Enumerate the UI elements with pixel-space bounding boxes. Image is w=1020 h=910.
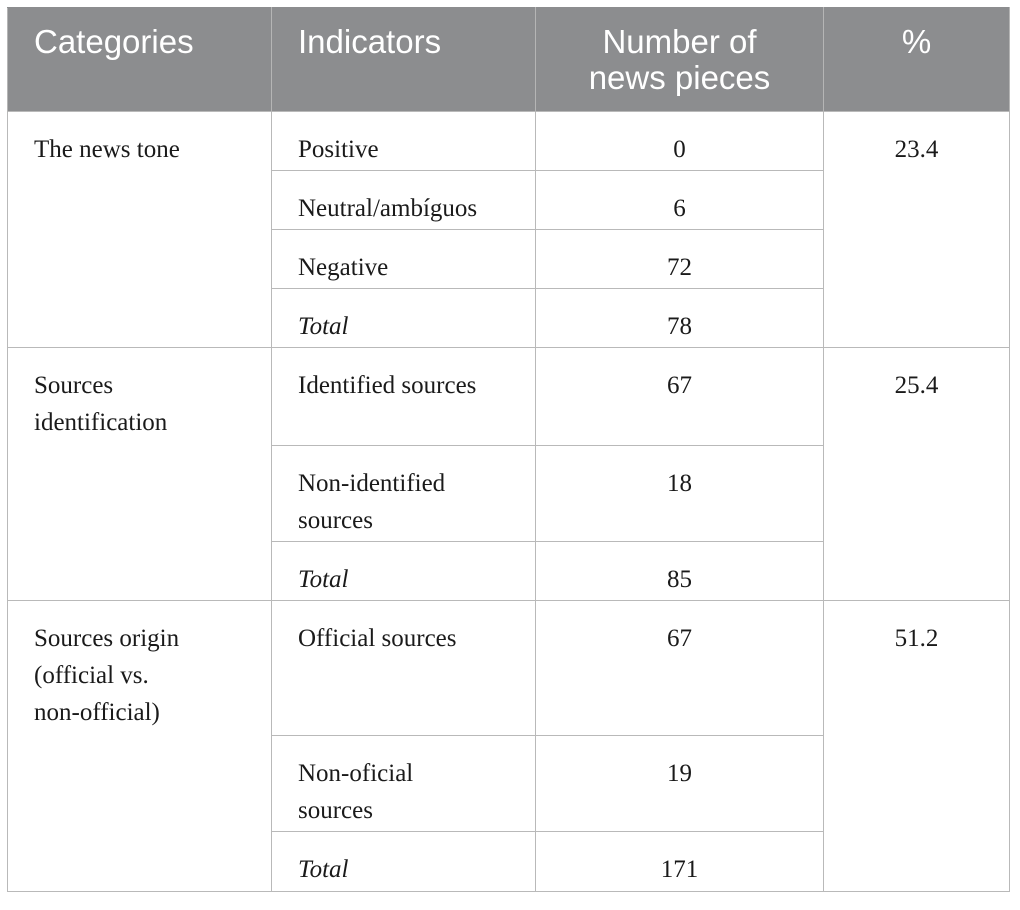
header-number-of-news-pieces: Number of news pieces [535,7,824,112]
table-row: Negative 72 [8,229,1010,289]
header-row: Categories Indicators Number of news piec… [7,7,1010,112]
indicator-cell: Non-identified sources [271,445,536,542]
table-row: Non-oficial sources 19 [8,735,1010,832]
category-cell-news-tone: The news tone [7,111,272,348]
total-value-cell: 78 [535,288,824,348]
header-indicators: Indicators [271,7,536,112]
table-row: Total 171 [8,831,1010,892]
indicator-line-2: sources [298,507,373,534]
table-row: Neutral/ambíguos 6 [8,170,1010,230]
indicator-line-1: Non-identified [298,470,446,497]
news-analysis-table: Categories Indicators Number of news piec… [7,7,1010,892]
total-label-cell: Total [271,541,536,601]
total-value-cell: 85 [535,541,824,601]
header-number-line-1: Number of [602,23,757,60]
value-cell: 72 [535,229,824,289]
percent-cell-sources-identification: 25.4 [823,347,1010,601]
table-row: Total 85 [8,541,1010,601]
indicator-line-1: Non-oficial [298,760,414,787]
total-value-cell: 171 [535,831,824,892]
indicator-cell: Identified sources [271,347,536,446]
header-number-line-2: news pieces [588,59,771,96]
value-cell: 19 [535,735,824,832]
percent-cell-news-tone: 23.4 [823,111,1010,348]
table-row: Sources origin (official vs. non-official)… [7,600,1010,892]
header-categories: Categories [7,7,272,112]
indicator-cell: Negative [271,229,536,289]
indicator-cell: Non-oficial sources [271,735,536,832]
header-percent: % [823,7,1010,112]
value-cell: 6 [535,170,824,230]
indicator-cell: Official sources [271,600,536,736]
category-line-3: non-official) [34,699,160,726]
table-row: Sources identification Identified sources… [7,347,1010,601]
percent-cell-sources-origin: 51.2 [823,600,1010,892]
category-line-2: identification [34,409,168,436]
indicator-cell: Positive [271,111,536,171]
value-cell: 67 [535,347,824,446]
category-cell-sources-identification: Sources identification [7,347,272,601]
table-header: Categories Indicators Number of news piec… [7,7,1010,112]
total-label-cell: Total [271,288,536,348]
table-body: The news tone Positive 0 23.4 Neutral/am… [7,111,1010,892]
value-cell: 0 [535,111,824,171]
category-cell-sources-origin: Sources origin (official vs. non-official) [7,600,272,892]
category-line-2: (official vs. [34,662,149,689]
table-row: The news tone Positive 0 23.4 [7,111,1010,348]
total-label-cell: Total [271,831,536,892]
category-line-1: Sources origin [34,625,180,652]
indicator-line-2: sources [298,797,373,824]
value-cell: 18 [535,445,824,542]
indicator-cell: Neutral/ambíguos [271,170,536,230]
category-line-1: Sources [34,372,114,399]
table-row: Non-identified sources 18 [8,445,1010,542]
value-cell: 67 [535,600,824,736]
